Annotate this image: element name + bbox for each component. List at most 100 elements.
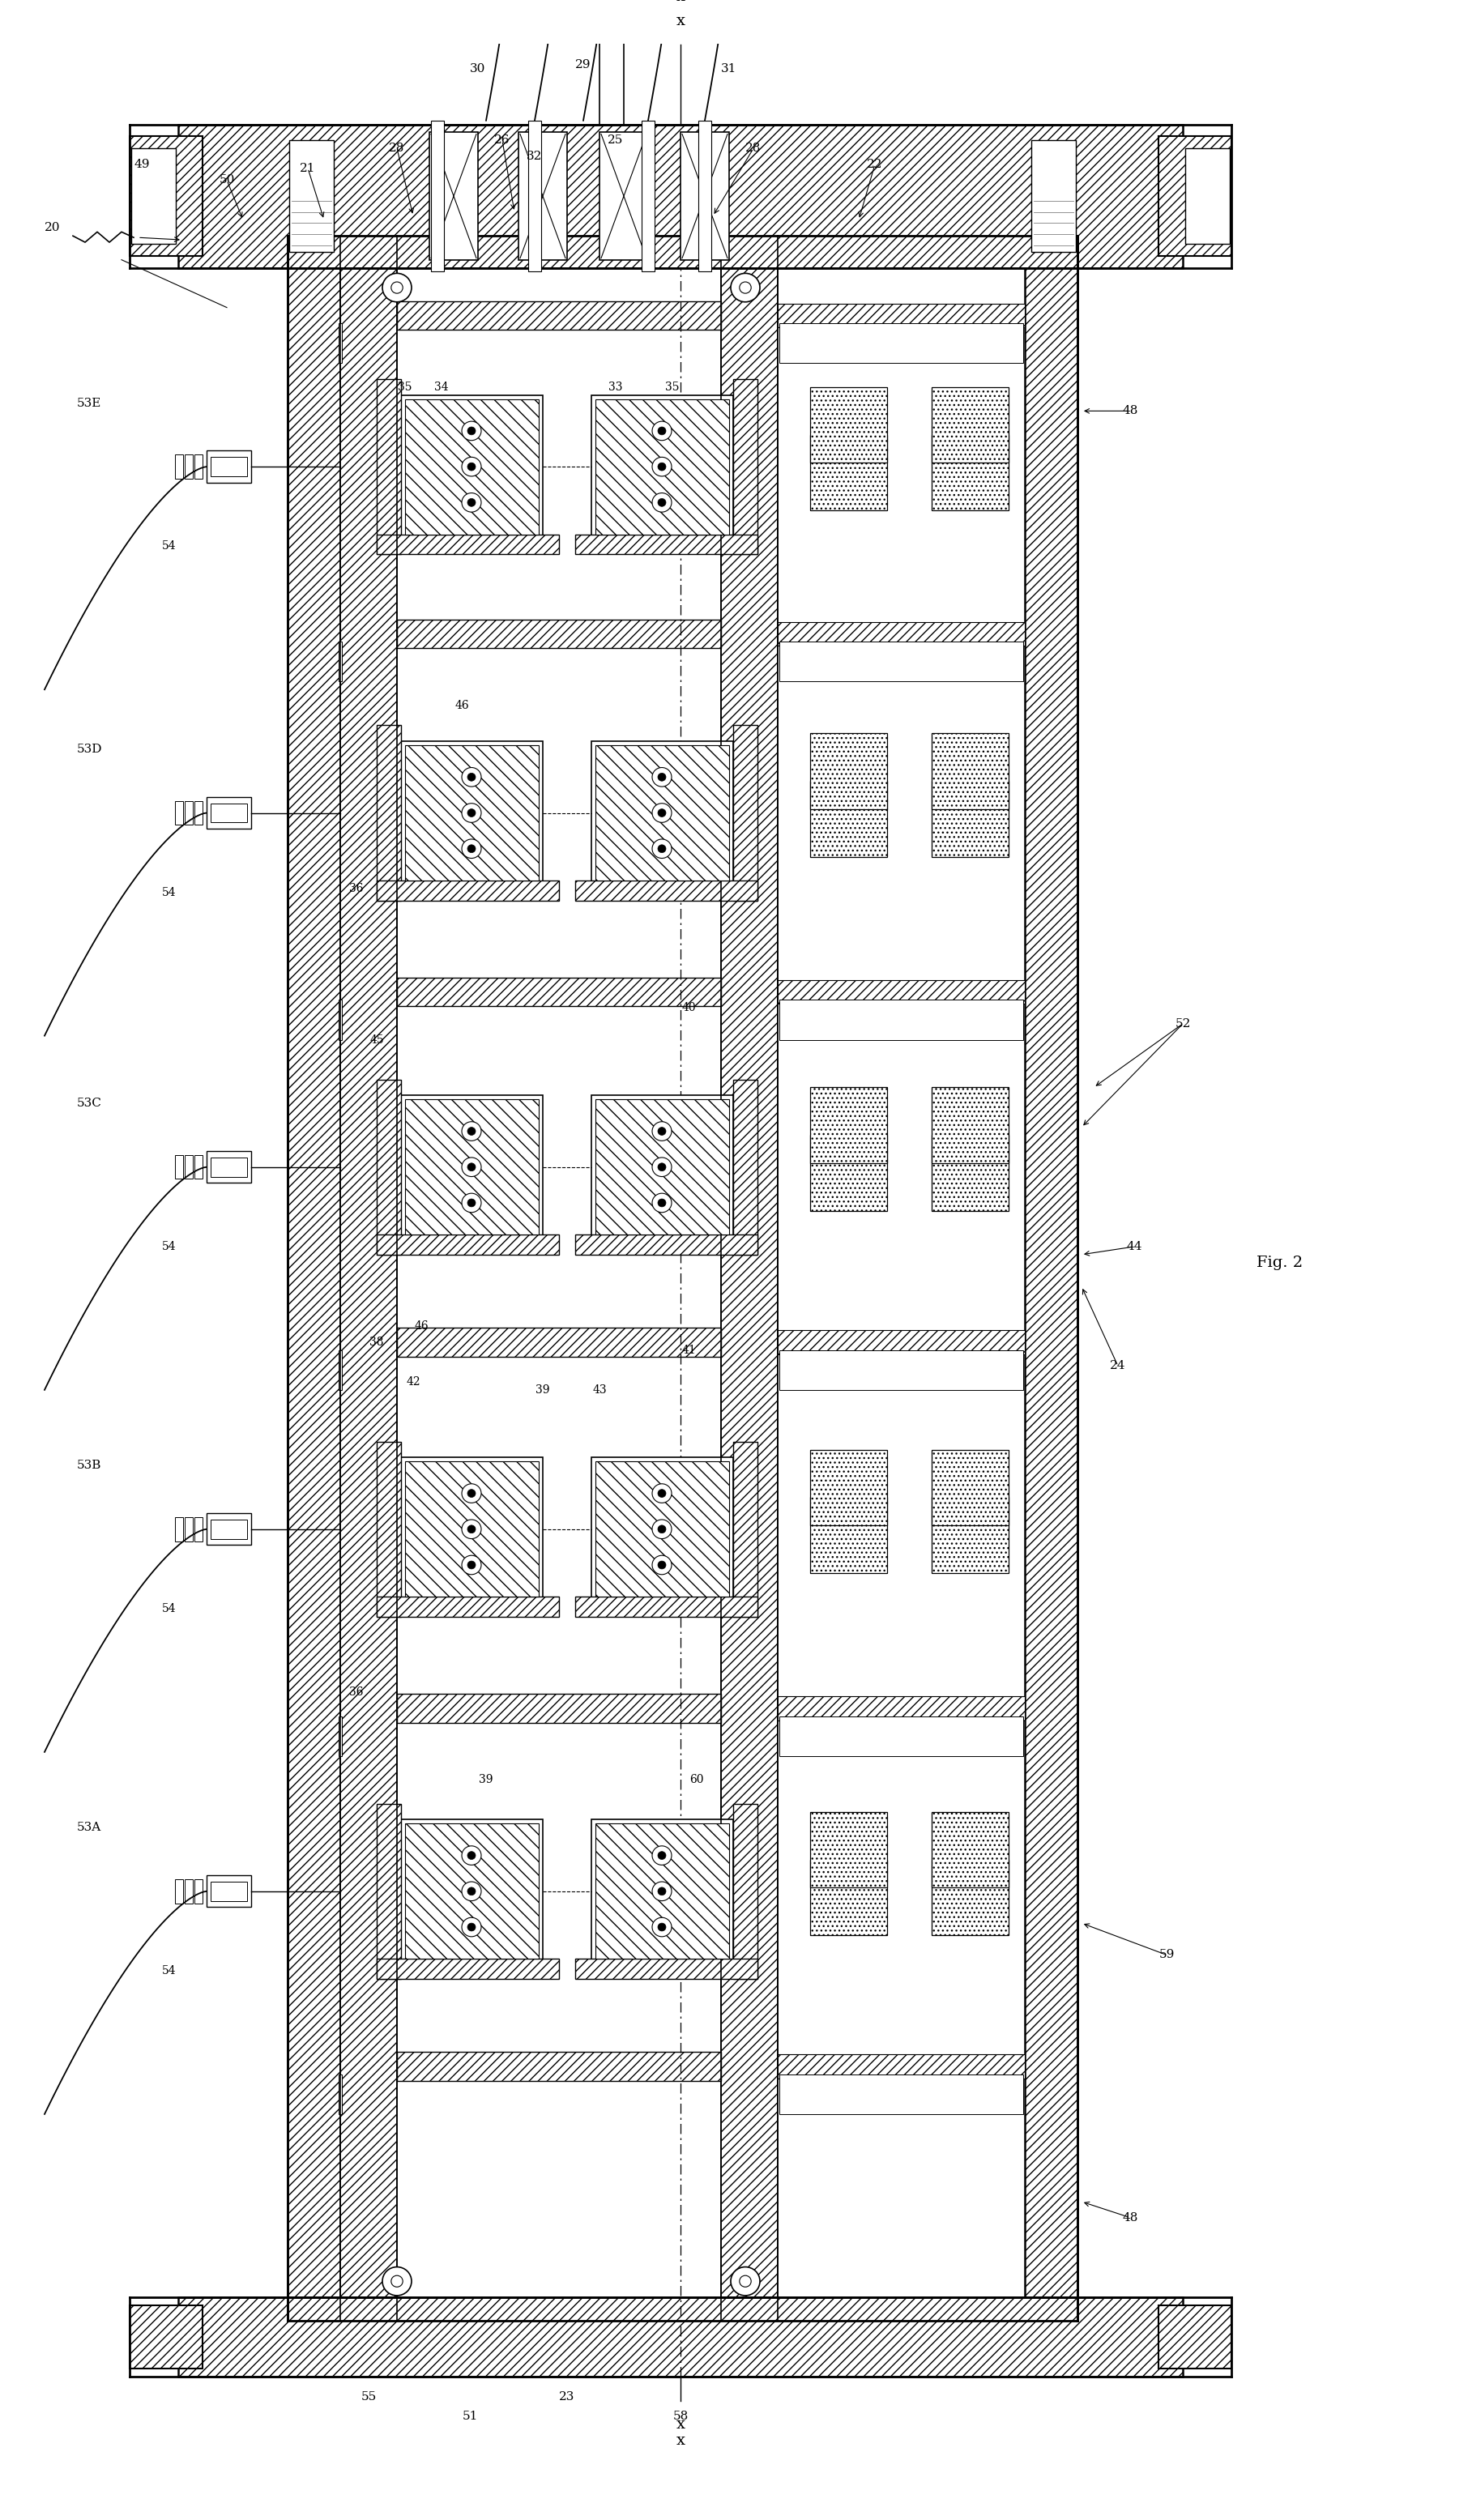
Bar [592,396,733,539]
Bar [932,388,1008,464]
Text: 54: 54 [162,887,177,897]
Text: 36: 36 [349,1686,364,1698]
Text: 45: 45 [369,1033,384,1046]
Bar [377,726,400,900]
Bar [779,643,1023,680]
Bar [779,323,1023,363]
Bar [810,781,888,857]
Bar [932,1812,1008,1887]
Text: Fig. 2: Fig. 2 [1257,1255,1303,1270]
Bar [210,1520,247,1540]
Bar [340,260,397,2298]
Circle shape [652,839,671,859]
Bar [339,1351,342,1391]
Text: 52: 52 [1175,1018,1191,1031]
Circle shape [468,1164,475,1172]
Bar [431,121,445,272]
Bar [210,1882,247,1900]
Bar [206,1152,252,1182]
Bar [596,1824,729,1958]
Bar [184,454,193,479]
Bar [576,534,758,554]
Bar [733,726,758,900]
Circle shape [658,809,665,816]
Bar [397,2051,721,2082]
Bar [210,1157,247,1177]
Bar [130,136,203,257]
Circle shape [658,464,665,471]
Bar [175,454,183,479]
Bar [206,1512,252,1545]
Text: 48: 48 [1122,2213,1138,2223]
Bar [779,1716,1023,1756]
Bar [777,2054,1025,2079]
Circle shape [468,1923,475,1930]
Circle shape [652,1882,671,1900]
Text: 46: 46 [414,1320,428,1333]
Bar [1158,2306,1232,2369]
Bar [592,1457,733,1600]
Text: 24: 24 [1110,1361,1126,1371]
Circle shape [652,494,671,512]
Text: x: x [676,13,684,28]
Text: 40: 40 [682,1003,696,1013]
Bar [175,1517,183,1542]
Bar [184,1880,193,1903]
Circle shape [658,1887,665,1895]
Bar [206,796,252,829]
Bar [810,1497,888,1572]
Bar [210,804,247,822]
Text: 28: 28 [746,144,761,154]
Circle shape [658,1200,665,1207]
Bar [377,1441,400,1618]
Bar [592,741,733,885]
Text: x: x [676,2434,684,2447]
Bar [377,378,400,554]
Bar [405,746,539,879]
Circle shape [468,1560,475,1570]
Bar [1032,141,1076,252]
Circle shape [658,499,665,507]
Circle shape [652,1194,671,1212]
Bar [377,1958,559,1978]
Text: 54: 54 [162,1966,177,1976]
Bar [194,801,203,824]
Bar [528,121,542,272]
Circle shape [462,494,481,512]
Bar [1185,149,1229,244]
Bar [810,733,888,809]
Text: 22: 22 [867,159,883,169]
Text: 35: 35 [397,381,412,393]
Circle shape [468,426,475,436]
Bar [932,1449,1008,1525]
Bar [175,1154,183,1179]
Bar [400,1096,543,1240]
Circle shape [652,1555,671,1575]
Bar [184,1517,193,1542]
Text: 53D: 53D [77,743,103,756]
Circle shape [468,844,475,852]
Circle shape [739,2276,751,2288]
Text: 44: 44 [1126,1240,1142,1252]
Bar [377,534,559,554]
Bar [680,134,729,260]
Bar [397,1328,721,1356]
Bar [397,620,721,648]
Bar [810,388,888,464]
Bar [779,2074,1023,2114]
Circle shape [383,272,412,302]
Circle shape [652,1847,671,1865]
Circle shape [468,1126,475,1134]
Bar [194,1517,203,1542]
Bar [430,134,478,260]
Text: x: x [676,0,684,5]
Circle shape [730,2268,760,2296]
Bar [405,1462,539,1598]
Text: 55: 55 [361,2391,377,2402]
Bar [932,733,1008,809]
Bar [194,1154,203,1179]
Circle shape [392,282,403,292]
Bar [175,801,183,824]
Bar [779,1351,1023,1391]
Bar [777,1331,1025,1353]
